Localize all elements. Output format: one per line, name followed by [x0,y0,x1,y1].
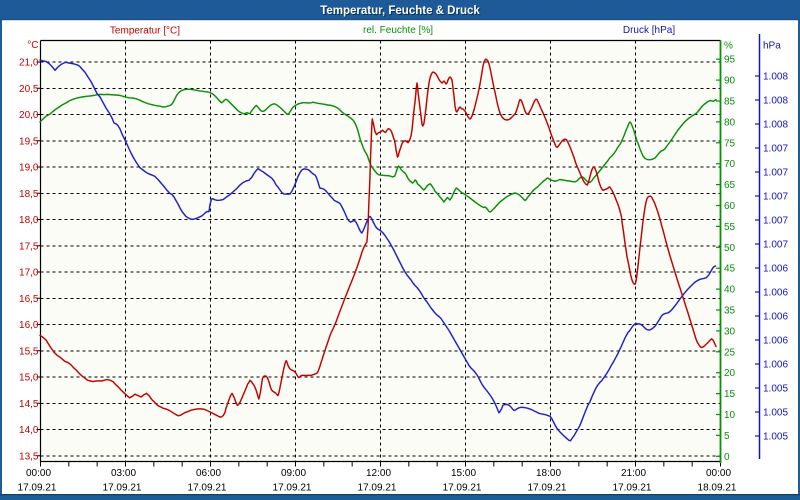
svg-text:16,5: 16,5 [19,294,39,305]
svg-text:18.09.21: 18.09.21 [698,483,737,494]
svg-text:95: 95 [724,55,736,66]
svg-text:09:00: 09:00 [281,468,306,479]
svg-text:60: 60 [724,201,736,212]
svg-text:18:00: 18:00 [536,468,561,479]
svg-text:17.09.21: 17.09.21 [188,483,227,494]
svg-text:65: 65 [724,180,736,191]
svg-text:06:00: 06:00 [196,468,221,479]
svg-text:19,0: 19,0 [19,163,39,174]
svg-text:50: 50 [724,243,736,254]
svg-text:03:00: 03:00 [111,468,136,479]
svg-text:18,0: 18,0 [19,215,39,226]
svg-text:00:00: 00:00 [706,468,731,479]
svg-text:1.007: 1.007 [763,216,788,227]
svg-text:25: 25 [724,347,736,358]
svg-text:20,5: 20,5 [19,84,39,95]
svg-text:00:00: 00:00 [26,468,51,479]
svg-text:1.006: 1.006 [763,312,788,323]
svg-text:20: 20 [724,368,736,379]
svg-text:15: 15 [724,389,736,400]
svg-text:14,0: 14,0 [19,425,39,436]
svg-text:17.09.21: 17.09.21 [443,483,482,494]
svg-text:20,0: 20,0 [19,110,39,121]
svg-text:%: % [724,41,733,52]
svg-text:90: 90 [724,76,736,87]
svg-text:1.007: 1.007 [763,168,788,179]
svg-text:14,5: 14,5 [19,399,39,410]
svg-text:1.007: 1.007 [763,144,788,155]
svg-text:1.006: 1.006 [763,264,788,275]
svg-text:Temperatur, Feuchte & Druck: Temperatur, Feuchte & Druck [320,5,480,17]
svg-text:17,0: 17,0 [19,268,39,279]
svg-text:15,0: 15,0 [19,373,39,384]
svg-text:45: 45 [724,264,736,275]
svg-text:1.008: 1.008 [763,120,788,131]
svg-text:1.007: 1.007 [763,240,788,251]
svg-text:30: 30 [724,326,736,337]
svg-text:1.006: 1.006 [763,288,788,299]
svg-text:17.09.21: 17.09.21 [613,483,652,494]
svg-text:75: 75 [724,138,736,149]
svg-text:13,5: 13,5 [19,451,39,462]
svg-text:35: 35 [724,306,736,317]
svg-text:17.09.21: 17.09.21 [18,483,57,494]
svg-text:17.09.21: 17.09.21 [358,483,397,494]
svg-text:hPa: hPa [763,41,781,52]
svg-text:85: 85 [724,97,736,108]
svg-text:1.005: 1.005 [763,384,788,395]
svg-text:17.09.21: 17.09.21 [103,483,142,494]
svg-text:°C: °C [27,40,38,51]
svg-text:Temperatur, Feuchte & Druck: Temperatur, Feuchte & Druck [321,6,481,18]
svg-text:70: 70 [724,159,736,170]
svg-text:17,5: 17,5 [19,241,39,252]
svg-text:1.005: 1.005 [763,432,788,443]
svg-text:15:00: 15:00 [451,468,476,479]
svg-text:1.007: 1.007 [763,192,788,203]
svg-text:1.006: 1.006 [763,360,788,371]
svg-text:1.008: 1.008 [763,72,788,83]
svg-text:12:00: 12:00 [366,468,391,479]
svg-text:19,5: 19,5 [19,136,39,147]
svg-text:18,5: 18,5 [19,189,39,200]
svg-text:80: 80 [724,117,736,128]
svg-text:17.09.21: 17.09.21 [273,483,312,494]
svg-text:1.005: 1.005 [763,408,788,419]
svg-text:0: 0 [724,452,730,463]
svg-text:10: 10 [724,410,736,421]
svg-text:55: 55 [724,222,736,233]
svg-text:21:00: 21:00 [621,468,646,479]
svg-text:5: 5 [724,431,730,442]
svg-text:Druck [hPa]: Druck [hPa] [623,25,675,36]
svg-text:21,0: 21,0 [19,58,39,69]
svg-text:40: 40 [724,285,736,296]
svg-text:1.006: 1.006 [763,336,788,347]
svg-text:rel. Feuchte [%]: rel. Feuchte [%] [363,25,433,36]
svg-text:15,5: 15,5 [19,346,39,357]
svg-text:16,0: 16,0 [19,320,39,331]
svg-text:Temperatur [°C]: Temperatur [°C] [110,26,180,37]
svg-text:1.008: 1.008 [763,96,788,107]
svg-text:17.09.21: 17.09.21 [528,483,567,494]
